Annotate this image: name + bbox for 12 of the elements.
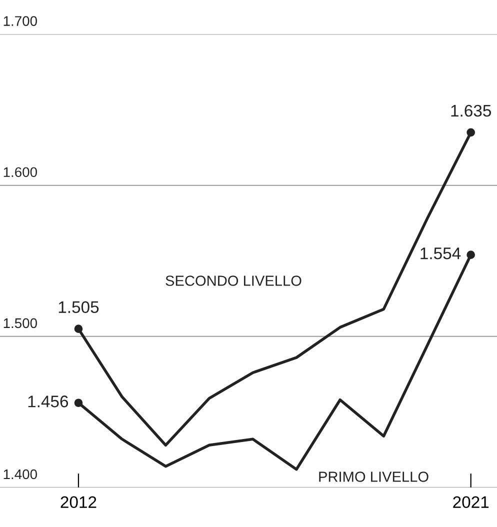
y-tick-label: 1.700 xyxy=(4,16,37,26)
annotation: SECONDO LIVELLO xyxy=(166,276,302,286)
data-label: 1.554 xyxy=(420,248,461,260)
annotation: PRIMO LIVELLO xyxy=(319,472,428,482)
data-label: 1.505 xyxy=(58,301,99,314)
y-tick-label: 1.400 xyxy=(4,469,37,480)
data-label: 1.456 xyxy=(28,396,68,408)
y-tick-label: 1.600 xyxy=(4,167,37,178)
y-tick-label: 1.500 xyxy=(4,318,37,328)
data-label: 1.635 xyxy=(451,104,491,117)
x-tick-label: 2012 xyxy=(60,496,96,508)
x-tick-label: 2021 xyxy=(453,496,489,508)
